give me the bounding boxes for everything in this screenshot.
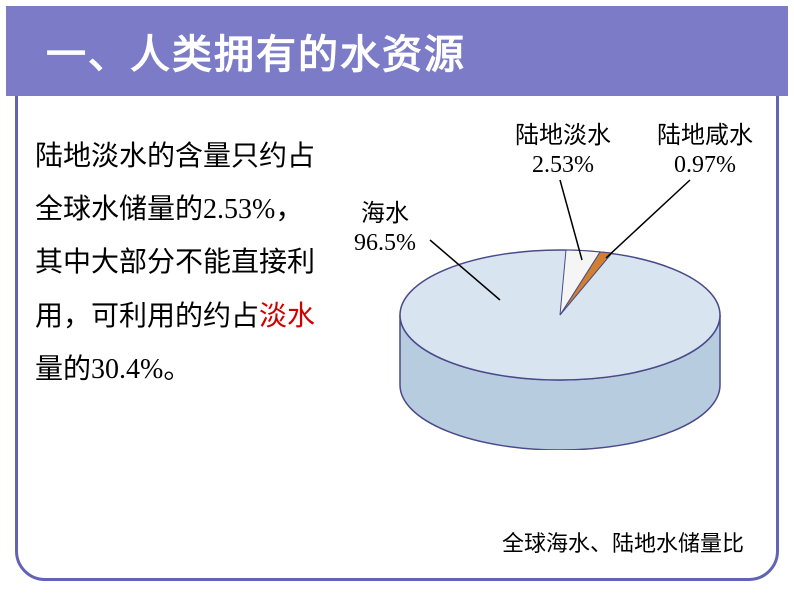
text-part: 。 (163, 354, 191, 385)
label-saltwater: 陆地咸水 0.97% (640, 122, 770, 180)
chart-caption: 全球海水、陆地水储量比 (502, 526, 744, 558)
label-text: 陆地咸水 (657, 123, 753, 149)
label-pct: 2.53% (532, 152, 594, 178)
label-pct: 0.97% (674, 152, 736, 178)
slide: 一、人类拥有的水资源 陆地淡水的含量只约占全球水储量的2.53%，其中大部分不能… (0, 0, 794, 596)
pointer-saltwater (606, 180, 690, 258)
label-text: 陆地淡水 (515, 123, 611, 149)
label-text: 海水 (361, 201, 409, 227)
text-highlight: 淡水 (259, 301, 315, 332)
text-pct: 30.4% (91, 354, 163, 385)
text-part: 量的 (35, 354, 91, 385)
header-bar: 一、人类拥有的水资源 (6, 6, 788, 96)
text-column: 陆地淡水的含量只约占全球水储量的2.53%，其中大部分不能直接利用，可利用的约占… (30, 120, 330, 566)
label-seawater: 海水 96.5% (340, 200, 430, 258)
page-title: 一、人类拥有的水资源 (46, 22, 466, 80)
pointer-freshwater (560, 180, 582, 260)
text-pct: 2.53% (203, 194, 275, 225)
label-freshwater: 陆地淡水 2.53% (498, 122, 628, 180)
label-pct: 96.5% (354, 230, 416, 256)
chart-column: 海水 96.5% 陆地淡水 2.53% 陆地咸水 0.97% 全球海水、陆地水储… (330, 120, 764, 566)
content-area: 陆地淡水的含量只约占全球水储量的2.53%，其中大部分不能直接利用，可利用的约占… (30, 120, 764, 566)
body-paragraph: 陆地淡水的含量只约占全球水储量的2.53%，其中大部分不能直接利用，可利用的约占… (35, 130, 330, 396)
